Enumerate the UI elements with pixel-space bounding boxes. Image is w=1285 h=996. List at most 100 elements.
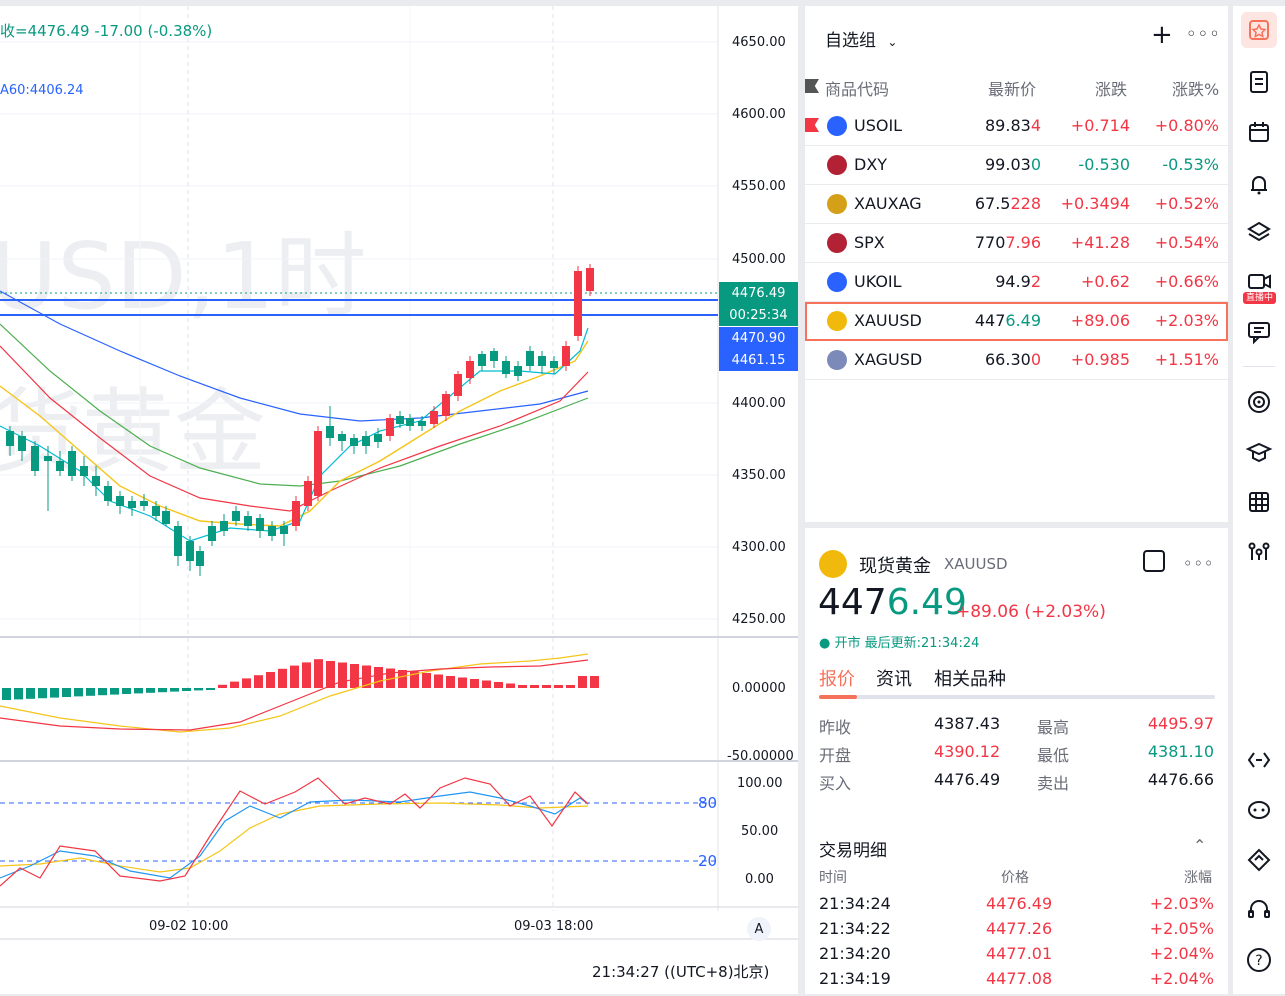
candle-body bbox=[31, 446, 39, 471]
macd-bar bbox=[146, 688, 155, 693]
candle-body bbox=[174, 526, 182, 556]
code-icon bbox=[1247, 752, 1271, 768]
candle-body bbox=[538, 356, 546, 366]
candle-body bbox=[478, 354, 486, 366]
ma-green-line bbox=[0, 323, 589, 487]
watchlist-row[interactable]: DXY 99.030 -0.530 -0.53% bbox=[805, 146, 1228, 185]
target-button[interactable] bbox=[1241, 384, 1277, 420]
macd-signal-line bbox=[0, 653, 589, 733]
strategy-button[interactable] bbox=[1241, 534, 1277, 570]
macd-bar bbox=[110, 688, 119, 695]
candle-body bbox=[196, 551, 204, 566]
price-chart[interactable]: USD,1时 货黄金 bbox=[0, 6, 798, 994]
macd-bar bbox=[374, 667, 383, 688]
add-symbol-button[interactable]: + bbox=[1151, 20, 1173, 50]
live-stream-button[interactable]: 直播中 bbox=[1241, 264, 1277, 304]
price-head: 94.9 bbox=[995, 272, 1031, 291]
education-button[interactable] bbox=[1241, 434, 1277, 470]
tab-quote[interactable]: 报价 bbox=[819, 669, 855, 690]
price-head: 99.03 bbox=[985, 155, 1031, 174]
candle-body bbox=[268, 526, 276, 536]
stat-label: 买入 bbox=[819, 774, 852, 793]
code-button[interactable] bbox=[1241, 742, 1277, 778]
watchlist-change: +0.62 bbox=[1080, 272, 1130, 291]
watchlist-change-pct: +0.52% bbox=[1154, 194, 1219, 213]
watchlist-button[interactable] bbox=[1241, 12, 1277, 48]
macd-bar bbox=[554, 685, 563, 688]
symbol-icon bbox=[827, 194, 847, 214]
candle-body bbox=[350, 438, 358, 446]
chart-panel[interactable]: USD,1时 货黄金 bbox=[0, 6, 798, 994]
watchlist-change-pct: +2.03% bbox=[1154, 311, 1219, 330]
watchlist-change: +41.28 bbox=[1070, 233, 1130, 252]
alerts-button[interactable] bbox=[1241, 166, 1277, 202]
watchlist-selector[interactable]: 自选组 ⌄ bbox=[825, 26, 897, 51]
tag-button[interactable] bbox=[1241, 842, 1277, 878]
candle-body bbox=[586, 268, 594, 291]
candle-body bbox=[396, 416, 404, 424]
macd-bar bbox=[458, 677, 467, 688]
flag-icon[interactable] bbox=[805, 118, 819, 132]
watchlist-row[interactable]: XAGUSD 66.300 +0.985 +1.51% bbox=[805, 341, 1228, 380]
flag-icon[interactable] bbox=[805, 79, 819, 93]
macd-bar bbox=[218, 684, 227, 688]
watchlist-price: 7707.96 bbox=[975, 233, 1041, 252]
watchlist-change: +0.3494 bbox=[1060, 194, 1130, 213]
timezone-clock[interactable]: 21:34:27 ((UTC+8)北京) bbox=[592, 963, 770, 981]
ma-legend: A60:4406.24 bbox=[0, 83, 84, 98]
more-options-icon[interactable]: ◦◦◦ bbox=[1186, 24, 1221, 45]
watchlist-panel: 自选组 ⌄ + ◦◦◦ 商品代码 最新价 涨跌 涨跌% USOIL 89.834 +… bbox=[805, 6, 1228, 522]
screener-button[interactable] bbox=[1241, 484, 1277, 520]
trade-time: 21:34:19 bbox=[819, 969, 891, 988]
symbol-icon bbox=[827, 233, 847, 253]
trades-col-change: 涨幅 bbox=[1184, 870, 1212, 886]
auto-scale-button[interactable]: A bbox=[747, 917, 771, 941]
tab-active-indicator bbox=[819, 695, 857, 699]
column-header-change-pct[interactable]: 涨跌% bbox=[1172, 80, 1220, 99]
right-toolbar: 直播中 ? bbox=[1233, 6, 1285, 994]
trade-price: 4476.49 bbox=[986, 894, 1053, 913]
tab-underline bbox=[819, 695, 1215, 699]
watchlist-change-pct: +1.51% bbox=[1154, 350, 1219, 369]
line-price-tag-upper: 4470.90 bbox=[719, 327, 798, 349]
macd-bar bbox=[266, 672, 275, 688]
stat-value: 4476.66 bbox=[1147, 770, 1214, 789]
help-icon: ? bbox=[1247, 948, 1271, 972]
ohlc-legend: 收=4476.49 -17.00 (-0.38%) bbox=[0, 22, 213, 40]
watchlist-row[interactable]: UKOIL 94.92 +0.62 +0.66% bbox=[805, 263, 1228, 302]
macd-bar bbox=[290, 665, 299, 688]
edit-note-icon[interactable] bbox=[1143, 550, 1165, 572]
candle-body bbox=[442, 394, 450, 416]
help-button[interactable]: ? bbox=[1241, 942, 1277, 978]
collapse-icon[interactable]: ⌃ bbox=[1193, 836, 1207, 855]
price-tail: 228 bbox=[1010, 194, 1041, 213]
watchlist-row[interactable]: XAUUSD 4476.49 +89.06 +2.03% bbox=[805, 302, 1228, 341]
watchlist-price: 4476.49 bbox=[975, 311, 1041, 330]
column-header-symbol[interactable]: 商品代码 bbox=[825, 80, 890, 99]
stat-value: 4495.97 bbox=[1147, 714, 1214, 733]
layers-button[interactable] bbox=[1241, 214, 1277, 250]
candle-body bbox=[502, 361, 510, 374]
watchlist-row[interactable]: USOIL 89.834 +0.714 +0.80% bbox=[805, 107, 1228, 146]
watchlist-row[interactable]: XAUXAG 67.5228 +0.3494 +0.52% bbox=[805, 185, 1228, 224]
news-button[interactable] bbox=[1241, 64, 1277, 100]
calendar-button[interactable] bbox=[1241, 114, 1277, 150]
support-button[interactable] bbox=[1241, 892, 1277, 928]
tab-related[interactable]: 相关品种 bbox=[934, 669, 1006, 690]
macd-bar bbox=[434, 674, 443, 688]
tab-news[interactable]: 资讯 bbox=[876, 669, 912, 690]
candle-body bbox=[80, 466, 88, 476]
price-head: 89.83 bbox=[985, 116, 1031, 135]
column-header-change[interactable]: 涨跌 bbox=[1095, 80, 1128, 99]
gold-icon bbox=[819, 550, 847, 578]
macd-axis-label: -50.00000 bbox=[727, 749, 794, 764]
column-header-price[interactable]: 最新价 bbox=[988, 80, 1037, 99]
macd-bar bbox=[506, 683, 515, 688]
kd-axis-label: 0.00 bbox=[745, 872, 774, 887]
macd-bar bbox=[338, 662, 347, 688]
community-button[interactable] bbox=[1241, 792, 1277, 828]
more-options-icon[interactable]: ◦◦◦ bbox=[1183, 554, 1215, 573]
chat-button[interactable] bbox=[1241, 314, 1277, 350]
watchlist-row[interactable]: SPX 7707.96 +41.28 +0.54% bbox=[805, 224, 1228, 263]
macd-bar bbox=[386, 668, 395, 688]
